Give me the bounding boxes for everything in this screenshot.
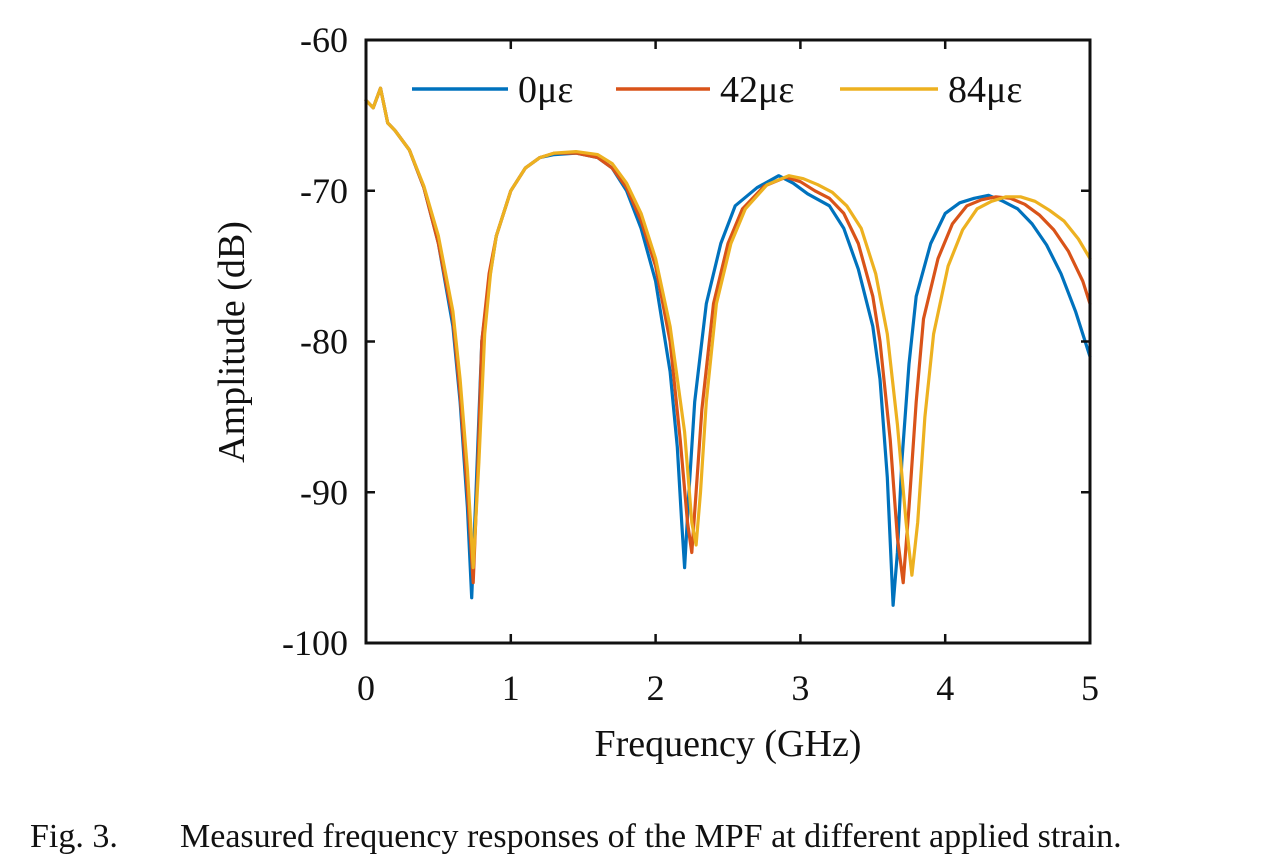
x-axis-label: Frequency (GHz) bbox=[595, 723, 862, 765]
caption-text: Measured frequency responses of the MPF … bbox=[180, 818, 1122, 855]
tick-marks bbox=[364, 38, 1092, 645]
x-tick-label: 3 bbox=[791, 668, 809, 708]
series-line-2 bbox=[364, 86, 1092, 577]
series-group bbox=[364, 86, 1092, 607]
legend-label-1: 42με bbox=[720, 69, 794, 111]
y-tick-label: -70 bbox=[300, 171, 348, 211]
y-tick-label: -90 bbox=[300, 472, 348, 512]
legend-label-2: 84με bbox=[948, 69, 1022, 111]
y-axis-label: Amplitude (dB) bbox=[211, 221, 253, 463]
y-tick-label: -60 bbox=[300, 20, 348, 60]
line-chart: 0 1 2 3 4 5 -100 -90 -80 -70 -60 0με 42με 84με Freq… bbox=[211, 20, 1099, 765]
x-tick-label: 5 bbox=[1081, 668, 1099, 708]
x-tick-label: 2 bbox=[647, 668, 665, 708]
x-tick-label: 1 bbox=[502, 668, 520, 708]
caption-label: Fig. 3. bbox=[30, 818, 118, 855]
figure-caption: Fig. 3. Measured frequency responses of t… bbox=[30, 818, 1280, 862]
y-tick-label: -80 bbox=[300, 322, 348, 362]
legend: 0με 42με 84με bbox=[412, 69, 1022, 111]
x-tick-labels: 0 1 2 3 4 5 bbox=[357, 668, 1099, 708]
x-tick-label: 4 bbox=[936, 668, 954, 708]
legend-label-0: 0με bbox=[518, 69, 573, 111]
x-tick-label: 0 bbox=[357, 668, 375, 708]
y-tick-label: -100 bbox=[282, 623, 348, 663]
y-tick-labels: -100 -90 -80 -70 -60 bbox=[282, 20, 348, 663]
